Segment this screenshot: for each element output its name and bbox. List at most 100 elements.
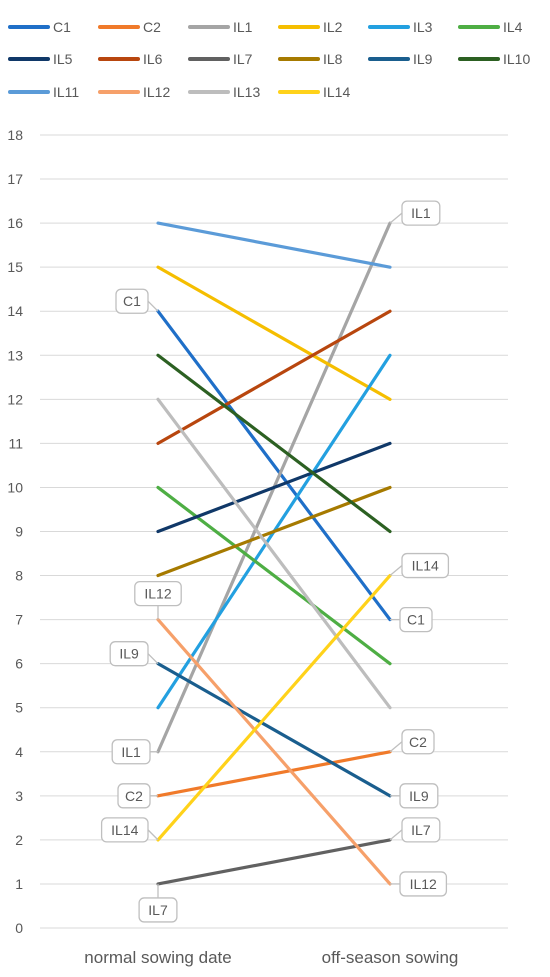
legend-swatch	[368, 57, 410, 61]
data-label: IL9	[409, 788, 429, 804]
y-tick-label: 10	[7, 479, 23, 495]
callout-pointer	[389, 565, 403, 577]
legend-label: IL1	[233, 19, 253, 35]
series-line-il11	[156, 221, 392, 269]
data-label-callout: IL1	[111, 739, 158, 765]
data-label: C1	[407, 612, 425, 628]
legend-swatch	[98, 57, 140, 61]
callout-box	[115, 288, 149, 314]
callout-pointer	[147, 653, 159, 665]
legend-label: IL12	[143, 84, 171, 100]
data-label-callout: C1	[115, 288, 159, 314]
legend-swatch	[188, 90, 230, 94]
legend-swatch	[458, 57, 500, 61]
data-label-callout: IL1	[389, 200, 441, 226]
y-tick-label: 6	[15, 656, 23, 672]
legend-item-il5: IL5	[8, 49, 72, 69]
legend-swatch	[98, 25, 140, 29]
y-tick-label: 9	[15, 524, 23, 540]
callout-box	[401, 729, 435, 755]
series-line-il7	[156, 838, 392, 886]
legend-item-il4: IL4	[458, 17, 522, 37]
legend-item-il8: IL8	[278, 49, 342, 69]
legend-swatch	[278, 25, 320, 29]
series-line-il12	[156, 618, 392, 886]
legend-item-il3: IL3	[368, 17, 432, 37]
y-tick-label: 8	[15, 568, 23, 584]
data-label: IL9	[119, 646, 139, 662]
data-label: IL14	[111, 822, 138, 838]
legend-item-il13: IL13	[188, 82, 260, 102]
data-label-callout: IL7	[138, 883, 178, 923]
legend-swatch	[188, 25, 230, 29]
data-label: IL7	[411, 822, 431, 838]
y-tick-label: 5	[15, 700, 23, 716]
legend-label: IL8	[323, 51, 343, 67]
legend-label: IL3	[413, 19, 433, 35]
legend-item-il7: IL7	[188, 49, 252, 69]
y-tick-label: 1	[15, 876, 23, 892]
legend-label: IL5	[53, 51, 73, 67]
series-line-il13	[156, 397, 392, 710]
callout-box	[399, 871, 448, 897]
chart-legend: C1 C2 IL1 IL2 IL3 IL4 IL5 IL6 IL7 IL8 IL9 IL10 IL11 I…	[0, 0, 550, 115]
legend-swatch	[188, 57, 230, 61]
series-line-il5	[156, 441, 392, 534]
callout-pointer	[147, 829, 159, 841]
legend-label: IL11	[53, 84, 80, 100]
legend-swatch	[458, 25, 500, 29]
callout-box	[399, 783, 439, 809]
legend-swatch	[8, 90, 50, 94]
data-label: C2	[409, 734, 427, 750]
callout-box	[401, 817, 441, 843]
series-line-c2	[156, 750, 392, 798]
data-label: IL7	[148, 902, 168, 918]
legend-item-c2: C2	[98, 17, 161, 37]
legend-item-il9: IL9	[368, 49, 432, 69]
y-tick-label: 13	[7, 347, 23, 363]
callout-box	[401, 200, 441, 226]
series-line-il6	[156, 309, 392, 445]
data-label-callout: IL14	[100, 817, 159, 843]
callout-box	[109, 641, 149, 667]
legend-label: IL4	[503, 19, 523, 35]
legend-label: IL2	[323, 19, 343, 35]
callout-pointer	[389, 741, 403, 753]
legend-swatch	[8, 25, 50, 29]
data-label-callout: IL14	[389, 552, 450, 579]
callout-pointer	[147, 300, 159, 312]
data-label: IL12	[144, 586, 171, 602]
series-line-il10	[156, 353, 392, 534]
legend-item-c1: C1	[8, 17, 71, 37]
y-tick-label: 18	[7, 127, 23, 143]
y-tick-label: 2	[15, 832, 23, 848]
callout-box	[138, 897, 178, 923]
legend-item-il1: IL1	[188, 17, 252, 37]
data-label: IL12	[410, 876, 437, 892]
callout-box	[100, 817, 149, 843]
y-tick-label: 4	[15, 744, 23, 760]
legend-label: IL7	[233, 51, 253, 67]
legend-label: C2	[143, 19, 161, 35]
y-tick-label: 16	[7, 215, 23, 231]
legend-item-il14: IL14	[278, 82, 350, 102]
legend-label: IL13	[233, 84, 261, 100]
y-tick-label: 11	[8, 435, 23, 451]
legend-item-il6: IL6	[98, 49, 162, 69]
data-label-callout: C1	[390, 606, 433, 633]
legend-swatch	[98, 90, 140, 94]
legend-item-il11: IL11	[8, 82, 79, 102]
series-line-il2	[156, 265, 392, 401]
data-label-callout: IL9	[390, 783, 439, 809]
legend-label: IL6	[143, 51, 163, 67]
data-label-callout: IL9	[109, 641, 159, 667]
x-category-label: off-season sowing	[322, 948, 459, 967]
y-tick-label: 14	[7, 303, 23, 319]
callout-box	[134, 580, 182, 607]
callout-pointer	[389, 829, 403, 841]
y-tick-label: 0	[15, 920, 23, 936]
series-line-c1	[156, 309, 392, 622]
callout-box	[401, 552, 450, 579]
callout-pointer	[389, 212, 403, 224]
legend-item-il2: IL2	[278, 17, 342, 37]
